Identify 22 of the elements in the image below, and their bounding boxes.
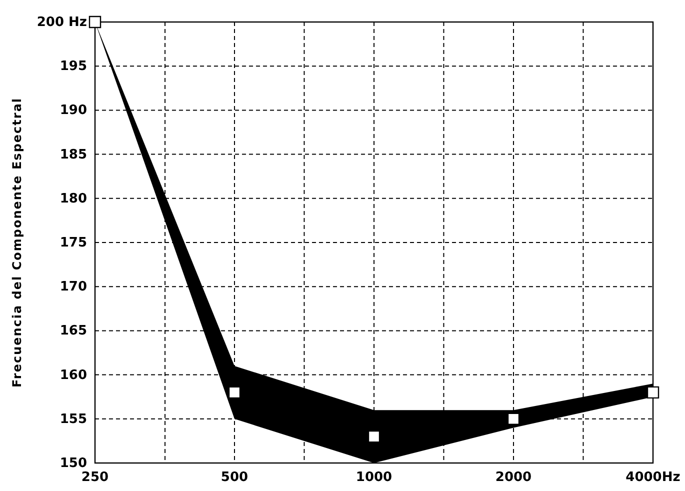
- y-tick-label: 170: [60, 280, 87, 295]
- y-axis-title: Frecuencia del Componente Espectral: [10, 97, 24, 388]
- y-tick-label: 190: [60, 103, 87, 118]
- x-tick-label: 500: [220, 470, 248, 485]
- point: [228, 386, 241, 399]
- x-tick-label: 4000Hz: [626, 470, 680, 485]
- y-tick-label: 160: [60, 368, 87, 383]
- x-tick-label: 2000: [495, 470, 532, 485]
- y-tick-label: 195: [60, 59, 87, 74]
- y-tick-label: 150: [60, 456, 87, 471]
- x-tick-label: 250: [81, 470, 109, 485]
- y-tick-label: 155: [60, 412, 87, 427]
- y-tick-label: 165: [60, 324, 87, 339]
- point: [646, 386, 660, 399]
- y-tick-label: 185: [60, 147, 87, 162]
- point: [88, 16, 102, 28]
- y-tick-label: 180: [60, 191, 87, 206]
- x-tick-label: 1000: [356, 470, 392, 485]
- point: [368, 430, 380, 443]
- point: [507, 412, 520, 425]
- y-tick-label: 200 Hz: [36, 15, 87, 30]
- y-tick-label: 175: [60, 236, 87, 250]
